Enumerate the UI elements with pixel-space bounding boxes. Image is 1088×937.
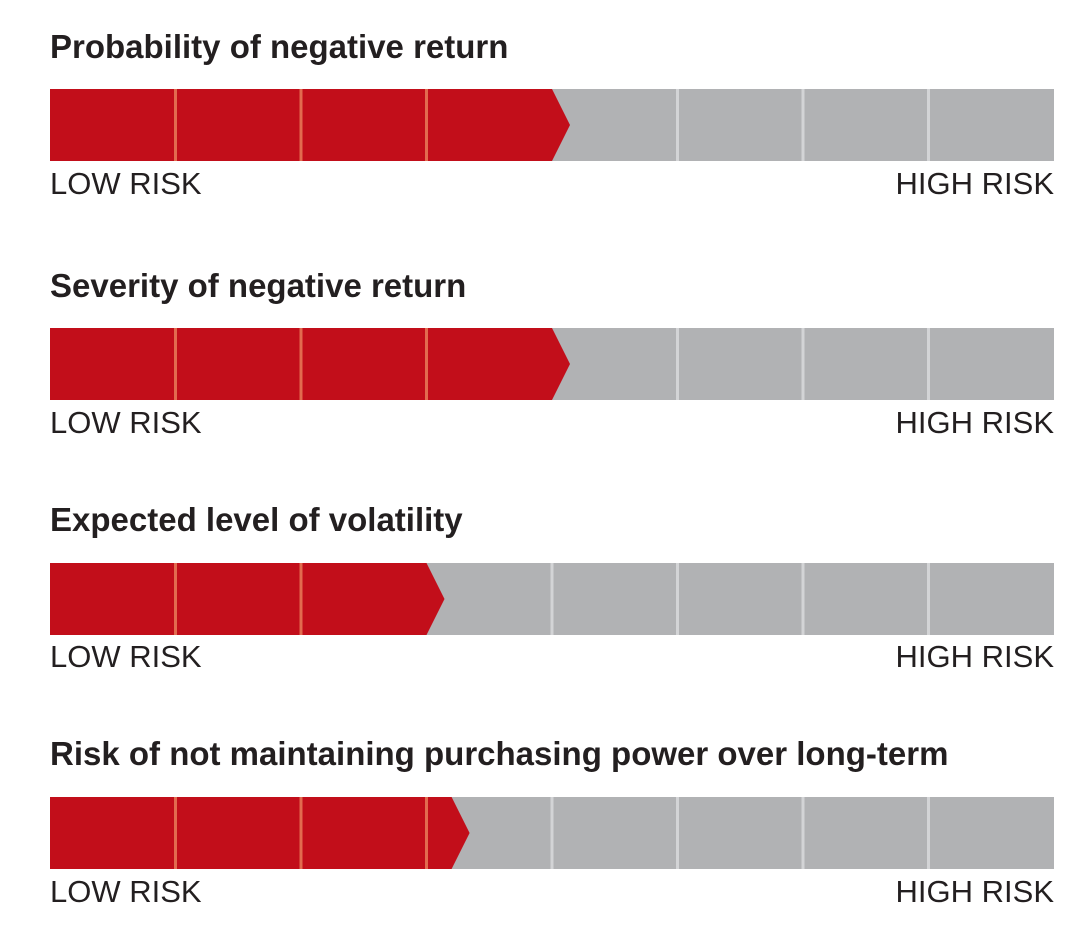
low-risk-label: LOW RISK	[50, 405, 202, 440]
risk-bar-fill	[50, 797, 470, 869]
risk-bar-fill-divider	[299, 89, 303, 161]
risk-bar-fill-divider	[299, 328, 303, 400]
risk-bar	[50, 328, 1054, 400]
risk-bar-divider	[550, 563, 554, 635]
risk-bar-divider	[927, 328, 930, 400]
risk-bar-divider	[927, 89, 930, 161]
risk-bar-divider	[927, 797, 930, 869]
low-risk-label: LOW RISK	[50, 166, 202, 201]
risk-bar-divider	[676, 328, 679, 400]
risk-block-title: Severity of negative return	[50, 267, 467, 304]
high-risk-label: HIGH RISK	[895, 874, 1054, 909]
risk-bar-fill	[50, 328, 570, 400]
risk-bar	[50, 89, 1054, 161]
risk-bar-fill-divider	[299, 797, 303, 869]
risk-block-title: Risk of not maintaining purchasing power…	[50, 735, 949, 772]
risk-bar	[50, 797, 1054, 869]
risk-bar-fill-divider	[174, 563, 177, 635]
risk-bar-fill-divider	[174, 797, 177, 869]
risk-bar-divider	[801, 563, 805, 635]
low-risk-label: LOW RISK	[50, 639, 202, 674]
risk-bar-divider	[801, 89, 805, 161]
risk-bar-fill	[50, 563, 445, 635]
risk-bar-divider	[676, 89, 679, 161]
high-risk-label: HIGH RISK	[895, 166, 1054, 201]
risk-bar-divider	[676, 797, 679, 869]
risk-bar-fill-divider	[425, 797, 428, 869]
risk-bar-divider	[801, 797, 805, 869]
risk-bar-divider	[927, 563, 930, 635]
high-risk-label: HIGH RISK	[895, 639, 1054, 674]
risk-bar-fill	[50, 89, 570, 161]
risk-bar-fill-divider	[174, 328, 177, 400]
risk-bar-divider	[676, 563, 679, 635]
risk-bar-fill-divider	[425, 328, 428, 400]
risk-bar-fill-divider	[299, 563, 303, 635]
low-risk-label: LOW RISK	[50, 874, 202, 909]
high-risk-label: HIGH RISK	[895, 405, 1054, 440]
risk-bar-divider	[550, 797, 554, 869]
risk-bar	[50, 563, 1054, 635]
risk-bar-fill-divider	[174, 89, 177, 161]
risk-block-title: Expected level of volatility	[50, 501, 463, 538]
risk-bar-divider	[801, 328, 805, 400]
risk-bar-fill-divider	[425, 89, 428, 161]
risk-block-title: Probability of negative return	[50, 28, 509, 65]
